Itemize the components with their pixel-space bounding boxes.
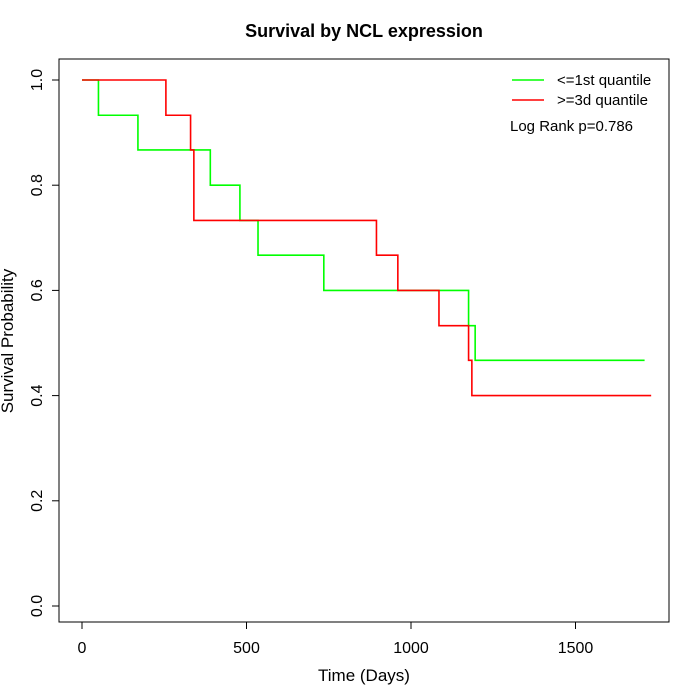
x-tick-label: 1000 — [393, 640, 429, 657]
legend-label-1: <=1st quantile — [557, 72, 651, 89]
x-axis-label: Time (Days) — [318, 666, 410, 685]
x-tick-label: 1500 — [558, 640, 594, 657]
y-tick-label: 0.6 — [29, 279, 46, 301]
y-axis-label: Survival Probability — [0, 268, 17, 413]
y-tick-label: 0.2 — [29, 490, 46, 512]
y-tick-label: 1.0 — [29, 69, 46, 91]
series-layer — [82, 79, 652, 397]
legend: <=1st quantile >=3d quantile — [512, 72, 651, 109]
y-tick-label: 0.8 — [29, 174, 46, 196]
series-line-2 — [82, 79, 652, 397]
chart-title: Survival by NCL expression — [245, 21, 483, 41]
x-tick-label: 500 — [233, 640, 260, 657]
legend-label-2: >=3d quantile — [557, 92, 648, 109]
y-tick-label: 0.0 — [29, 595, 46, 617]
x-tick-label: 0 — [78, 640, 87, 657]
y-axis: 0.0 0.2 0.4 0.6 0.8 1.0 — [29, 69, 60, 617]
plot-frame — [58, 58, 670, 623]
y-tick-label: 0.4 — [29, 384, 46, 406]
log-rank-annotation: Log Rank p=0.786 — [510, 118, 633, 135]
x-axis: 0 500 1000 1500 — [78, 621, 594, 657]
